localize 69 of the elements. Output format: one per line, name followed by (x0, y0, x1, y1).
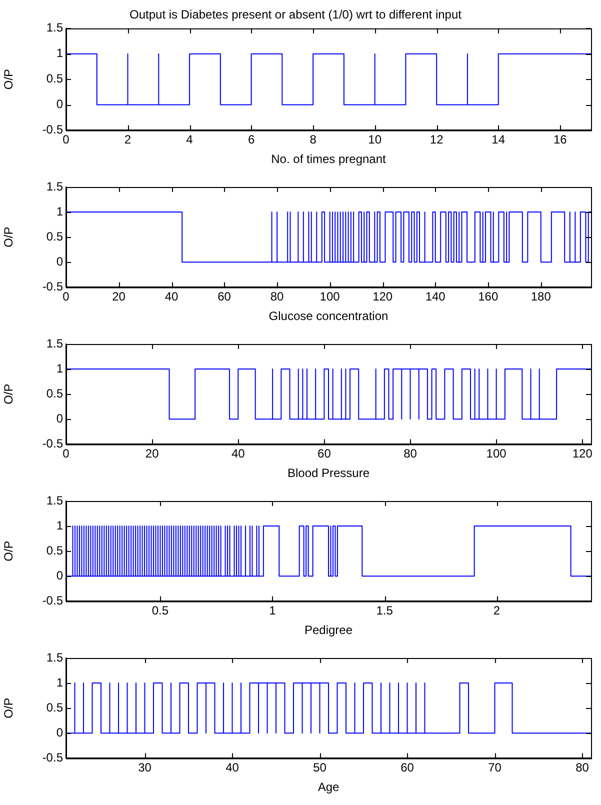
y-tick-label: 0.5 (46, 229, 64, 244)
y-tick-label: -0.5 (42, 280, 64, 294)
x-tick-label: 10 (368, 132, 382, 147)
y-tick-label: 1.5 (46, 20, 64, 35)
x-tick-label: 60 (318, 446, 332, 461)
x-tick-label: 20 (145, 446, 160, 461)
x-axis-title: Blood Pressure (287, 466, 370, 480)
y-tick-label: 1 (56, 204, 64, 218)
x-tick-label: 80 (404, 446, 418, 461)
y-tick-label: 0.5 (46, 72, 64, 86)
x-tick-label: 140 (425, 290, 446, 304)
y-tick-label: 0 (56, 725, 64, 740)
y-tick-label: 1 (56, 675, 64, 690)
y-axis-title: O/P (2, 226, 16, 248)
x-tick-label: 40 (164, 290, 179, 304)
y-tick-label: -0.5 (42, 594, 64, 608)
y-tick-label: -0.5 (42, 436, 64, 451)
x-axis-title: No. of times pregnant (271, 152, 387, 166)
y-axis-title: O/P (2, 540, 16, 562)
y-tick-label: 1 (56, 46, 64, 60)
x-tick-label: 180 (530, 290, 552, 304)
x-tick-label: 8 (310, 132, 317, 147)
x-tick-label: 14 (492, 132, 506, 147)
x-tick-label: 100 (320, 290, 340, 304)
y-tick-label: 0 (56, 411, 64, 426)
x-tick-label: 40 (231, 446, 246, 461)
y-tick-label: 0 (56, 568, 64, 582)
x-tick-label: 80 (576, 760, 590, 775)
x-tick-label: 70 (488, 760, 502, 775)
y-tick-label: 1.5 (46, 493, 64, 508)
x-tick-label: 0.5 (152, 604, 169, 618)
y-tick-label: 0.5 (46, 543, 64, 558)
chart-title: Output is Diabetes present or absent (1/0) wrt to different input (130, 8, 462, 22)
y-axis-title: O/P (2, 384, 16, 404)
x-tick-label: 80 (270, 290, 284, 304)
x-tick-label: 20 (112, 290, 126, 304)
x-tick-label: 50 (313, 760, 327, 775)
x-tick-label: 12 (430, 132, 444, 147)
y-tick-label: 1.5 (46, 179, 64, 194)
y-axis-title: O/P (2, 68, 16, 90)
y-tick-label: 0 (56, 97, 64, 112)
y-tick-label: -0.5 (42, 750, 64, 765)
x-tick-label: 160 (478, 290, 498, 304)
x-axis-title: Age (318, 780, 340, 794)
x-tick-label: 30 (138, 760, 152, 775)
x-tick-label: 60 (400, 760, 414, 775)
x-axis-title: Glucose concentration (268, 309, 388, 324)
y-tick-label: 1.5 (46, 650, 64, 664)
x-tick-label: 4 (186, 132, 194, 147)
x-tick-label: 100 (486, 446, 507, 461)
x-tick-label: 1.5 (376, 604, 394, 618)
y-tick-label: 0.5 (46, 700, 64, 714)
y-axis-title: O/P (2, 698, 16, 718)
y-tick-label: 0 (56, 254, 64, 268)
y-tick-label: 1.5 (46, 336, 64, 350)
x-tick-label: 2 (124, 132, 132, 147)
x-tick-label: 60 (218, 290, 232, 304)
y-tick-label: 1 (56, 518, 64, 532)
x-tick-label: 120 (372, 290, 393, 304)
x-tick-label: 1 (269, 604, 276, 618)
y-tick-label: 0.5 (46, 386, 64, 400)
x-tick-label: 2 (493, 604, 500, 618)
x-tick-label: 16 (553, 132, 568, 147)
x-axis-title: Pedigree (304, 623, 353, 638)
y-tick-label: -0.5 (42, 122, 64, 137)
y-tick-label: 1 (56, 361, 64, 376)
x-tick-label: 120 (572, 446, 593, 461)
x-tick-label: 6 (248, 132, 255, 147)
x-tick-label: 40 (226, 760, 240, 775)
